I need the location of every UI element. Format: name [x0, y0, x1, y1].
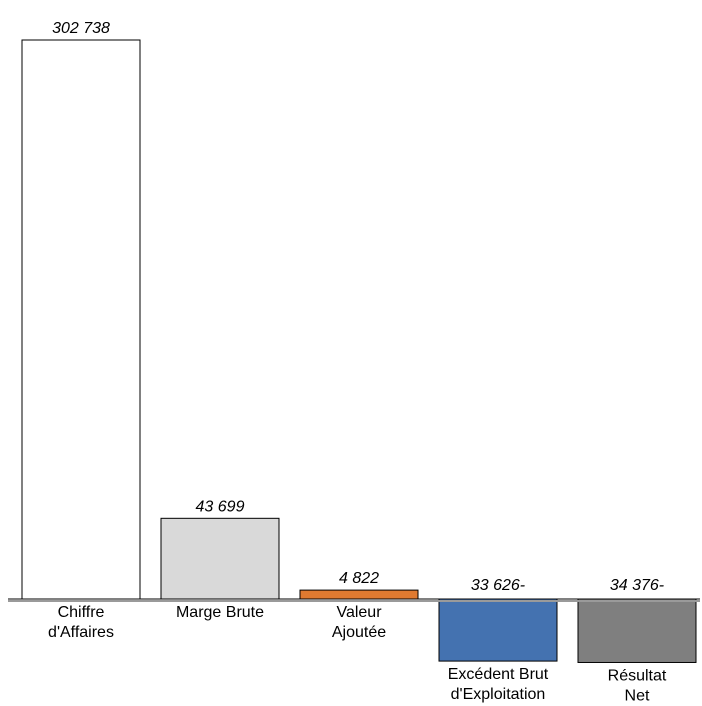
value-label-4: 34 376-: [610, 577, 664, 594]
category-label-line: Excédent Brut: [448, 666, 549, 683]
bar-3: [438, 598, 558, 662]
value-label-1: 43 699: [196, 498, 245, 515]
category-label-4: Résultat Net: [608, 667, 667, 704]
category-label-0: Chiffre d'Affaires: [48, 604, 114, 641]
category-label-line: Valeur: [336, 604, 382, 621]
bar-2: [299, 589, 419, 600]
bar-4: [577, 598, 697, 663]
category-labels-group: Chiffre d'Affaires Marge Brute Valeur Ajouté…: [48, 604, 667, 704]
category-label-line: Net: [625, 687, 650, 704]
category-label-line: Résultat: [608, 667, 667, 684]
value-labels-group: 302 738 43 699 4 822 33 626- 34 376-: [52, 20, 664, 594]
value-label-0: 302 738: [52, 20, 110, 37]
category-label-1: Marge Brute: [176, 604, 264, 621]
category-label-line: Chiffre: [58, 604, 105, 621]
bar-1: [160, 517, 280, 600]
category-label-line: d'Exploitation: [451, 686, 546, 703]
category-label-line: Marge Brute: [176, 604, 264, 621]
category-label-line: d'Affaires: [48, 624, 114, 641]
category-label-3: Excédent Brut d'Exploitation: [448, 666, 549, 703]
bar-0: [21, 39, 141, 600]
category-label-2: Valeur Ajoutée: [332, 604, 386, 641]
value-label-3: 33 626-: [471, 577, 525, 594]
category-label-line: Ajoutée: [332, 624, 386, 641]
bars-group: [21, 39, 697, 663]
value-label-2: 4 822: [339, 570, 379, 587]
